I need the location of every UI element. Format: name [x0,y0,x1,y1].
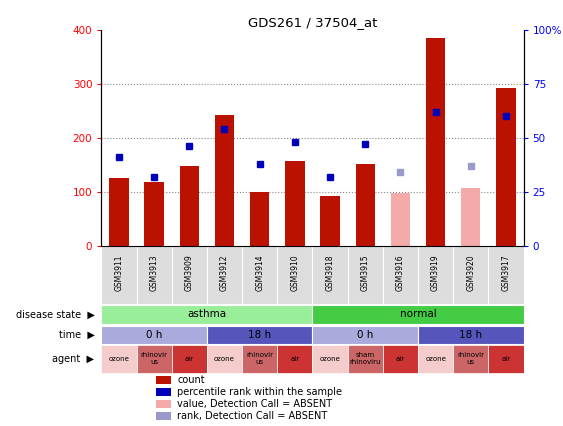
Text: sham
rhinoviru: sham rhinoviru [350,352,381,365]
Text: time  ▶: time ▶ [59,330,95,340]
Bar [356,164,375,246]
Bar [418,326,524,344]
Bar [453,246,488,304]
Bar [347,246,383,304]
Bar [172,345,207,373]
Text: GSM3914: GSM3914 [255,254,264,291]
Bar [426,38,445,246]
Text: 0 h: 0 h [146,330,162,340]
Text: air: air [396,356,405,362]
Bar [207,326,312,344]
Text: GSM3909: GSM3909 [185,254,194,291]
Text: ozone: ozone [320,356,341,362]
Bar [488,345,524,373]
Text: ozone: ozone [109,356,129,362]
Bar [156,412,171,420]
Bar [156,388,171,396]
Text: normal: normal [400,309,436,319]
Bar [488,246,524,304]
Text: ozone: ozone [425,356,446,362]
Bar [101,345,136,373]
Text: percentile rank within the sample: percentile rank within the sample [177,387,342,397]
Bar [207,246,242,304]
Bar [136,246,172,304]
Bar [497,88,516,246]
Text: air: air [185,356,194,362]
Text: asthma: asthma [187,309,226,319]
Bar [242,246,277,304]
Bar [156,400,171,408]
Text: rank, Detection Call = ABSENT: rank, Detection Call = ABSENT [177,411,328,421]
Bar [145,182,164,246]
Text: value, Detection Call = ABSENT: value, Detection Call = ABSENT [177,399,333,409]
Bar [136,345,172,373]
Text: 18 h: 18 h [248,330,271,340]
Text: GSM3918: GSM3918 [325,254,334,291]
Bar [418,246,453,304]
Bar [277,246,312,304]
Text: GSM3919: GSM3919 [431,254,440,291]
Text: GSM3920: GSM3920 [466,254,475,291]
Bar [250,192,269,246]
Bar [180,166,199,246]
Bar [391,193,410,246]
Text: rhinovir
us: rhinovir us [457,352,484,365]
Bar [242,345,277,373]
Bar [285,161,305,246]
Text: 18 h: 18 h [459,330,482,340]
Text: GSM3910: GSM3910 [291,254,300,291]
Text: GSM3917: GSM3917 [502,254,511,291]
Text: GSM3912: GSM3912 [220,254,229,291]
Bar [418,345,453,373]
Text: air: air [291,356,300,362]
Bar [453,345,488,373]
Text: air: air [502,356,511,362]
Bar [172,246,207,304]
Text: ozone: ozone [214,356,235,362]
Bar [156,376,171,384]
Title: GDS261 / 37504_at: GDS261 / 37504_at [248,16,377,29]
Bar [383,246,418,304]
Bar [312,326,418,344]
Text: rhinovir
us: rhinovir us [246,352,273,365]
Text: GSM3913: GSM3913 [150,254,159,291]
Bar [312,305,524,324]
Text: GSM3916: GSM3916 [396,254,405,291]
Bar [101,305,312,324]
Bar [101,246,136,304]
Bar [312,246,347,304]
Bar [109,178,128,246]
Text: rhinovir
us: rhinovir us [141,352,168,365]
Bar [312,345,347,373]
Text: disease state  ▶: disease state ▶ [16,310,95,320]
Text: GSM3915: GSM3915 [361,254,370,291]
Text: 0 h: 0 h [357,330,373,340]
Bar [101,326,207,344]
Bar [347,345,383,373]
Bar [461,187,480,246]
Text: count: count [177,375,205,385]
Text: GSM3911: GSM3911 [114,254,123,291]
Bar [383,345,418,373]
Bar [277,345,312,373]
Bar [215,115,234,246]
Bar [207,345,242,373]
Bar [320,196,339,246]
Text: agent  ▶: agent ▶ [52,354,95,364]
